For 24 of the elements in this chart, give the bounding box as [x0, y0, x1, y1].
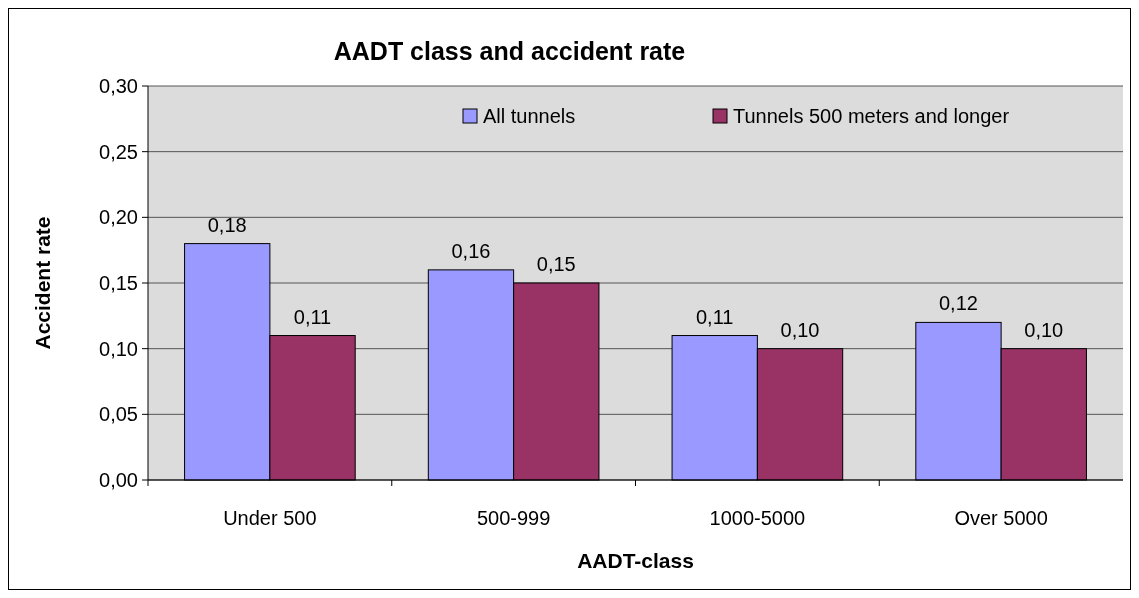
y-axis-title: Accident rate [31, 216, 54, 350]
data-label: 0,15 [536, 253, 576, 275]
data-label: 0,10 [1024, 318, 1064, 341]
y-tick-label: 0,00 [99, 469, 138, 491]
y-tick-label: 0,10 [99, 337, 138, 360]
x-tick-label: 1000-5000 [709, 507, 806, 529]
x-axis-title: AADT-class [577, 549, 694, 572]
data-label: 0,10 [780, 318, 820, 341]
data-label: 0,11 [695, 305, 734, 328]
data-label: 0,16 [451, 239, 491, 262]
y-tick-label: 0,20 [99, 206, 138, 229]
chart-title: AADT class and accident rate [333, 37, 686, 65]
data-label: 0,12 [939, 292, 978, 315]
data-label: 0,18 [207, 213, 247, 236]
legend-label: All tunnels [483, 105, 576, 127]
x-tick-label: 500-999 [476, 507, 551, 529]
x-tick-label: Under 500 [223, 507, 317, 529]
data-label: 0,11 [293, 305, 332, 328]
legend-label: Tunnels 500 meters and longer [733, 105, 1010, 127]
y-tick-label: 0,30 [99, 75, 138, 97]
y-tick-label: 0,15 [99, 272, 138, 294]
y-tick-label: 0,05 [99, 403, 138, 426]
x-tick-label: Over 5000 [954, 507, 1048, 529]
y-tick-label: 0,25 [99, 140, 138, 163]
